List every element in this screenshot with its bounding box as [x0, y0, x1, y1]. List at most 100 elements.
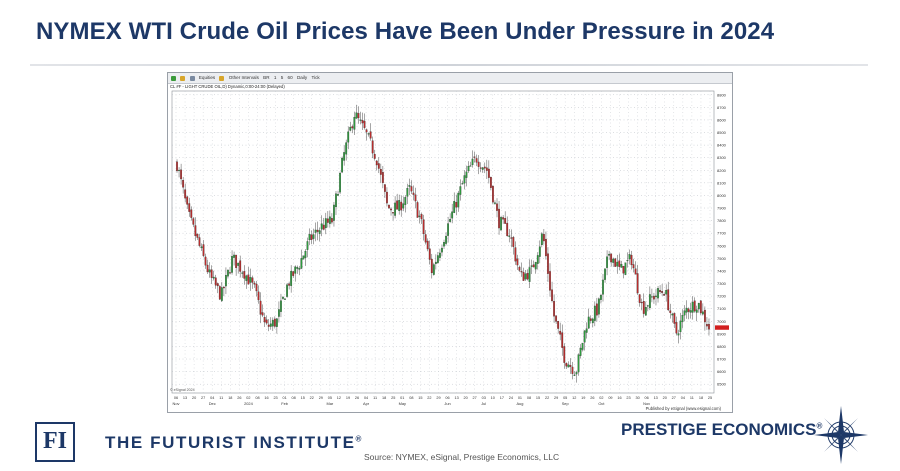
candle-body — [655, 295, 657, 298]
y-tick-label: 7800 — [717, 218, 727, 223]
candle-body — [426, 240, 429, 250]
candle-body — [306, 241, 309, 250]
candle-body — [381, 172, 384, 183]
candle-body — [622, 266, 625, 274]
candle-body — [196, 233, 199, 238]
x-month-label: Jun — [444, 401, 450, 406]
interval-daily[interactable]: Daily — [296, 75, 308, 80]
candle-body — [290, 270, 293, 286]
candle-body — [528, 267, 531, 282]
candle-body — [396, 200, 399, 210]
x-tick-label: 05 — [328, 396, 332, 400]
other-intervals-menu[interactable]: Other Intervals — [228, 75, 259, 80]
candle-body — [239, 260, 242, 272]
candle-body — [180, 169, 182, 180]
x-tick-label: 05 — [563, 396, 567, 400]
x-tick-label: 06 — [645, 396, 649, 400]
candle-body — [593, 305, 596, 321]
candle-body — [408, 185, 411, 187]
candle-body — [288, 283, 291, 286]
interval-60[interactable]: 60 — [287, 75, 293, 80]
candle-body — [412, 192, 415, 195]
candle-body — [386, 191, 388, 204]
y-tick-label: 8200 — [717, 168, 727, 173]
candle-body — [235, 254, 238, 268]
y-tick-label: 7200 — [717, 294, 727, 299]
candle-body — [237, 262, 240, 266]
x-month-label: Jul — [481, 401, 486, 406]
candle-body — [600, 294, 602, 300]
folder-icon[interactable] — [219, 75, 225, 81]
candle-body — [418, 215, 421, 217]
x-month-label: Dec — [209, 401, 216, 406]
x-tick-label: 11 — [373, 396, 377, 400]
candle-body — [697, 302, 700, 310]
chart-toolbar: Equities Other Intervals BR 1 5 60 Daily… — [168, 73, 732, 84]
candle-body — [675, 322, 678, 334]
candle-body — [269, 323, 272, 327]
candle-body — [182, 180, 185, 188]
grid-icon[interactable] — [189, 75, 195, 81]
candle-body — [679, 320, 682, 333]
candle-body — [361, 120, 364, 124]
candle-body — [377, 163, 380, 169]
interval-5[interactable]: 5 — [280, 75, 284, 80]
candle-body — [357, 113, 360, 119]
candle-body — [416, 202, 419, 218]
candle-body — [220, 287, 223, 301]
candle-body — [646, 305, 649, 307]
last-price-marker — [715, 325, 729, 330]
candle-body — [422, 219, 425, 235]
candle-body — [420, 214, 423, 220]
candle-body — [176, 161, 178, 172]
interval-1[interactable]: 1 — [273, 75, 277, 80]
equities-menu[interactable]: Equities — [198, 75, 216, 80]
candle-body — [353, 116, 356, 130]
futurist-institute-name: THE FUTURIST INSTITUTE® — [105, 433, 363, 453]
title-divider — [30, 64, 868, 66]
green-arrow-icon[interactable] — [171, 75, 176, 81]
candle-body — [616, 261, 619, 267]
x-tick-label: 29 — [319, 396, 323, 400]
candle-body — [231, 256, 233, 273]
candle-body — [683, 310, 686, 316]
candle-body — [188, 203, 191, 212]
x-tick-label: 10 — [491, 396, 495, 400]
candle-body — [538, 246, 541, 257]
interval-tick[interactable]: Tick — [311, 75, 320, 80]
price-chart[interactable]: 6500 6600 6700 6800 6900 7000 7100 7200 7300 7400… — [168, 83, 732, 412]
folder-icon[interactable] — [180, 75, 186, 81]
candle-body — [534, 262, 537, 270]
interval-br[interactable]: BR — [263, 75, 270, 80]
x-tick-label: 27 — [672, 396, 676, 400]
x-tick-label: 25 — [708, 396, 712, 400]
candle-body — [414, 194, 417, 202]
candle-body — [202, 244, 205, 256]
candle-body — [571, 366, 574, 374]
candle-body — [659, 290, 661, 293]
candle-body — [241, 272, 244, 274]
candle-body — [475, 158, 478, 163]
x-tick-label: 08 — [527, 396, 531, 400]
x-tick-label: 20 — [192, 396, 196, 400]
candle-body — [671, 313, 674, 316]
x-tick-label: 12 — [337, 396, 341, 400]
candle-body — [481, 167, 484, 170]
candle-body — [371, 140, 374, 154]
candle-body — [424, 234, 427, 243]
x-tick-label: 15 — [301, 396, 305, 400]
candle-body — [657, 288, 659, 299]
candle-body — [701, 311, 704, 315]
candle-body — [253, 282, 256, 285]
x-tick-label: 01 — [518, 396, 522, 400]
candle-body — [363, 120, 366, 128]
candle-body — [492, 185, 494, 203]
candle-body — [610, 253, 613, 263]
candle-body — [706, 324, 708, 327]
x-tick-label: 18 — [382, 396, 386, 400]
candle-body — [644, 307, 647, 316]
candle-body — [282, 296, 284, 299]
chart-window[interactable]: Equities Other Intervals BR 1 5 60 Daily… — [167, 72, 733, 413]
x-month-label: Nov — [643, 401, 650, 406]
candle-body — [526, 273, 529, 280]
